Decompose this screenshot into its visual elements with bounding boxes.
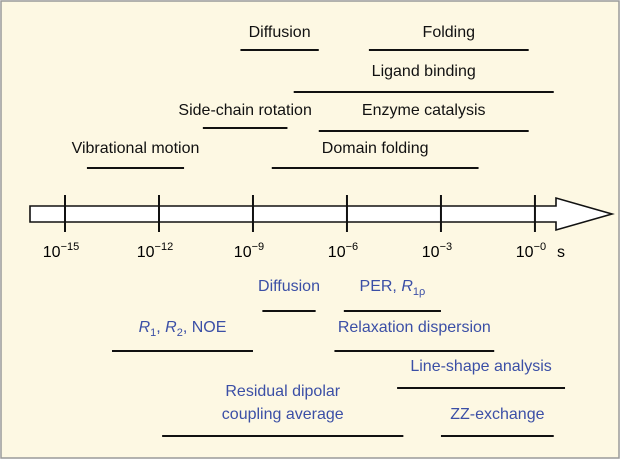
tick-label: 10−9: [234, 241, 264, 261]
tick-base: 10: [137, 244, 155, 261]
range-label: Line-shape analysis: [410, 358, 551, 375]
range-label: Vibrational motion: [72, 140, 200, 157]
tick-exp: −15: [61, 241, 80, 253]
label-part: Diffusion: [249, 24, 311, 41]
range-label: Domain folding: [322, 140, 429, 157]
label-part: 1: [150, 327, 156, 339]
tick-label: 10−0: [516, 241, 546, 261]
label-part: 2: [177, 327, 183, 339]
tick-label: 10−6: [328, 241, 358, 261]
tick-exp: −6: [346, 241, 359, 253]
label-part: PER,: [360, 278, 402, 295]
label-part: Folding: [423, 24, 475, 41]
label-part: Line-shape analysis: [410, 358, 551, 375]
label-part: Enzyme catalysis: [362, 102, 486, 119]
tick-base: 10: [43, 244, 61, 261]
range-label: Diffusion: [258, 278, 320, 295]
label-part: ,: [156, 319, 165, 336]
tick-exp: −3: [440, 241, 453, 253]
range-label: Side-chain rotation: [178, 102, 311, 119]
label-part: Vibrational motion: [72, 140, 200, 157]
range-label: Ligand binding: [372, 63, 476, 80]
axis-unit: s: [557, 244, 565, 261]
tick-label: 10−12: [137, 241, 173, 261]
tick-base: 10: [422, 244, 440, 261]
label-part: Residual dipolar: [225, 383, 340, 400]
tick-base: 10: [328, 244, 346, 261]
label-part: 1ρ: [413, 286, 425, 298]
tick-exp: −0: [534, 241, 547, 253]
label-part: Ligand binding: [372, 63, 476, 80]
range-label: Relaxation dispersion: [338, 319, 491, 336]
label-part: R: [165, 319, 177, 336]
range-label: R1, R2, NOE: [139, 319, 227, 339]
range-label: ZZ-exchange: [450, 406, 544, 423]
label-part: Domain folding: [322, 140, 429, 157]
label-part: , NOE: [183, 319, 227, 336]
tick-label: 10−15: [43, 241, 79, 261]
label-part: Side-chain rotation: [178, 102, 311, 119]
range-label: PER, R1ρ: [360, 278, 426, 298]
range-label: Diffusion: [249, 24, 311, 41]
label-part: ZZ-exchange: [450, 406, 544, 423]
time-arrow: [29, 196, 615, 232]
tick-exp: −9: [252, 241, 265, 253]
tick-base: 10: [234, 244, 252, 261]
label-part: coupling average: [222, 406, 344, 423]
range-label: Residual dipolar coupling average: [222, 383, 344, 423]
label-part: R: [139, 319, 151, 336]
label-part: R: [401, 278, 413, 295]
range-label: Folding: [423, 24, 475, 41]
label-part: Diffusion: [258, 278, 320, 295]
tick-exp: −12: [155, 241, 174, 253]
tick-base: 10: [516, 244, 534, 261]
label-part: Relaxation dispersion: [338, 319, 491, 336]
tick-label: 10−3: [422, 241, 452, 261]
range-label: Enzyme catalysis: [362, 102, 486, 119]
